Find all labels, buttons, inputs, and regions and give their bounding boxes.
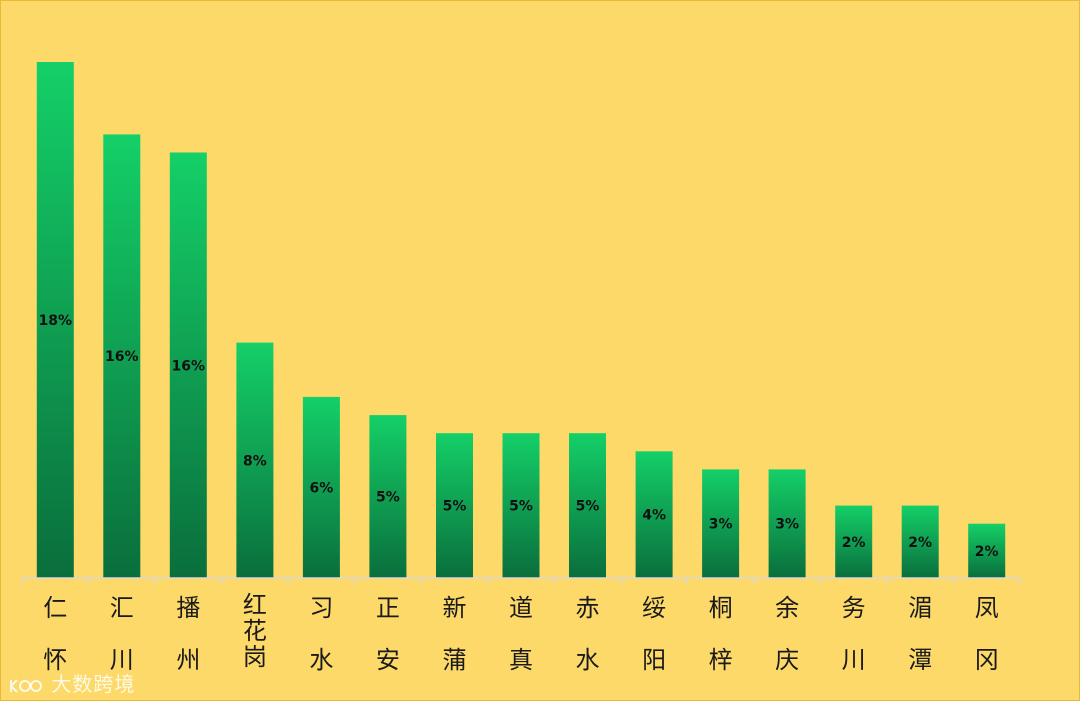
- bar-赤水: [569, 433, 606, 578]
- x-tick-label-习水: 习 水: [309, 594, 334, 674]
- x-tick-label-道真: 道 真: [509, 594, 533, 674]
- x-tick-label-绥阳: 绥 阳: [642, 594, 667, 674]
- bar-红花岗: [236, 342, 274, 578]
- bar-新蒲: [436, 433, 473, 578]
- bar-汇川: [103, 134, 141, 578]
- x-tick-label-新蒲: 新 蒲: [442, 594, 467, 674]
- x-tick-label-凤冈: 凤 冈: [974, 594, 999, 674]
- data-label-正安: 5%: [376, 490, 400, 506]
- bar-凤冈: [968, 523, 1006, 578]
- bar-仁怀: [36, 62, 74, 578]
- x-tick-label-赤水: 赤 水: [575, 594, 600, 674]
- data-label-赤水: 5%: [576, 499, 600, 515]
- bar-播州: [169, 152, 207, 578]
- x-tick-label-正安: 正 安: [375, 594, 400, 674]
- bar-桐梓: [702, 469, 740, 578]
- x-tick-label-余庆: 余 庆: [775, 594, 800, 674]
- x-tick-label-仁怀: 仁 怀: [43, 594, 68, 674]
- bar-习水: [302, 396, 340, 578]
- data-label-汇川: 16%: [105, 349, 139, 365]
- bar-道真: [502, 433, 540, 578]
- x-tick-label-汇川: 汇 川: [109, 594, 134, 674]
- data-label-余庆: 3%: [775, 517, 799, 533]
- data-label-务川: 2%: [842, 535, 866, 551]
- data-label-湄潭: 2%: [908, 535, 932, 551]
- watermark: 大数跨境: [8, 668, 135, 697]
- bar-绥阳: [635, 451, 673, 578]
- x-tick-label-湄潭: 湄 潭: [908, 594, 933, 674]
- watermark-text: 大数跨境: [51, 672, 136, 696]
- data-label-仁怀: 18%: [39, 313, 73, 329]
- x-tick-label-桐梓: 桐 梓: [708, 594, 733, 674]
- data-label-播州: 16%: [172, 358, 206, 374]
- x-tick-label-红花岗: 红 花 岗: [242, 591, 267, 671]
- bar-湄潭: [901, 505, 939, 578]
- x-tick-label-务川: 务 川: [841, 594, 866, 674]
- data-label-新蒲: 5%: [443, 499, 467, 515]
- data-label-红花岗: 8%: [243, 453, 267, 469]
- x-tick-label-播州: 播 州: [176, 594, 201, 674]
- data-label-凤冈: 2%: [975, 544, 999, 560]
- data-label-道真: 5%: [509, 499, 533, 515]
- bar-正安: [369, 415, 407, 578]
- bar-余庆: [768, 469, 806, 578]
- data-label-绥阳: 4%: [642, 508, 666, 524]
- data-label-桐梓: 3%: [709, 517, 733, 533]
- bar-务川: [835, 505, 873, 578]
- data-label-习水: 6%: [310, 481, 334, 497]
- watermark-logo-icon: [10, 678, 42, 693]
